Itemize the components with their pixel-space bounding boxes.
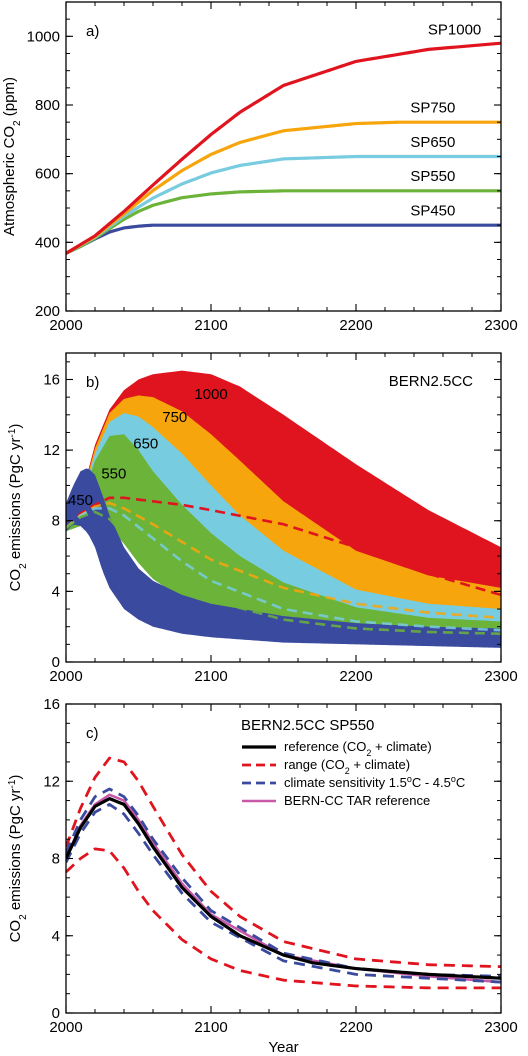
y-tick-label: 800 — [35, 97, 60, 114]
y-tick-label: 200 — [35, 303, 60, 320]
x-tick-label: 2000 — [49, 668, 82, 685]
axes-frame — [65, 352, 502, 663]
x-tick-label: 2100 — [194, 668, 227, 685]
x-axis-title: Year — [268, 1039, 298, 1056]
y-tick-label: 4 — [52, 583, 60, 600]
x-tick-label: 2300 — [484, 1019, 517, 1036]
panel-title: BERN2.5CC — [389, 373, 473, 390]
series-line-sp550 — [66, 189, 501, 255]
y-tick-label: 600 — [35, 166, 60, 183]
series-label-sp750: SP750 — [410, 100, 455, 117]
panel-label: b) — [86, 374, 99, 391]
series-line-sp650 — [66, 154, 501, 255]
series-label-sp550: SP550 — [410, 168, 455, 185]
y-tick-label: 16 — [43, 696, 60, 713]
panel-a: SP1000 SP750 SP650 SP550 SP450 2000 2100 2200 23… — [1, 1, 518, 334]
y-tick-label: 0 — [52, 1005, 60, 1022]
x-tick-label: 2200 — [339, 1019, 372, 1036]
band-650 — [66, 413, 501, 634]
dashed-line-650 — [66, 507, 501, 632]
y-tick-label: 16 — [43, 371, 60, 388]
band-450 — [66, 468, 501, 648]
plot-area — [66, 756, 501, 990]
y-tick-label: 12 — [43, 773, 60, 790]
legend-label-reference: reference (CO2 + climate) — [284, 739, 432, 758]
band-label-550: 550 — [101, 465, 126, 482]
panel-label: c) — [86, 725, 99, 742]
y-axis-title: Atmospheric CO2 (ppm) — [1, 77, 23, 236]
legend-title: BERN2.5CC SP550 — [241, 717, 374, 734]
series-line-sp750 — [66, 120, 501, 255]
x-tick-label: 2000 — [49, 1019, 82, 1036]
series-line-sp450 — [66, 223, 501, 255]
x-tick-label: 2100 — [194, 1019, 227, 1036]
x-tick-label: 2200 — [339, 668, 372, 685]
series-line-reference — [66, 797, 501, 980]
dashed-line-550 — [66, 510, 501, 636]
y-tick-label: 8 — [52, 513, 60, 530]
y-axis-title: CO2 emissions (PgC yr-1) — [7, 775, 29, 943]
y-axis-title: CO2 emissions (PgC yr-1) — [7, 424, 29, 592]
panel-label: a) — [86, 23, 99, 40]
band-label-750: 750 — [162, 409, 187, 426]
series-label-sp450: SP450 — [410, 203, 455, 220]
band-label-1000: 1000 — [194, 386, 227, 403]
x-tick-label: 2200 — [339, 317, 372, 334]
legend-label-tar: BERN-CC TAR reference — [284, 793, 430, 808]
y-tick-label: 0 — [52, 654, 60, 671]
dashed-line-1000 — [66, 496, 501, 597]
plot-area — [66, 41, 501, 255]
series-line-sp1000 — [66, 41, 501, 255]
y-tick-label: 12 — [43, 442, 60, 459]
y-tick-label: 1000 — [27, 28, 60, 45]
y-tick-label: 8 — [52, 851, 60, 868]
series-label-sp650: SP650 — [410, 134, 455, 151]
plot-area — [66, 370, 501, 648]
dashed-line-750 — [66, 501, 501, 620]
x-tick-label: 2100 — [194, 317, 227, 334]
band-label-650: 650 — [133, 435, 158, 452]
legend: BERN2.5CC SP550 reference (CO2 + climate)… — [241, 717, 465, 808]
series-line-sensitivity-low — [66, 803, 501, 984]
series-label-sp1000: SP1000 — [428, 22, 481, 39]
legend-label-range: range (CO2 + climate) — [284, 757, 410, 776]
panel-c: BERN2.5CC SP550 reference (CO2 + climate)… — [7, 696, 518, 1056]
x-tick-label: 2300 — [484, 317, 517, 334]
y-tick-label: 4 — [52, 928, 60, 945]
x-tick-label: 2300 — [484, 668, 517, 685]
band-label-450: 450 — [68, 492, 93, 509]
band-550 — [66, 434, 501, 640]
series-line-range-lower — [66, 847, 501, 990]
legend-label-sensitivity: climate sensitivity 1.5oC - 4.5oC — [284, 774, 465, 790]
y-tick-label: 400 — [35, 234, 60, 251]
series-line-range-upper — [66, 756, 501, 969]
series-line-sensitivity-high — [66, 787, 501, 978]
x-tick-label: 2000 — [49, 317, 82, 334]
